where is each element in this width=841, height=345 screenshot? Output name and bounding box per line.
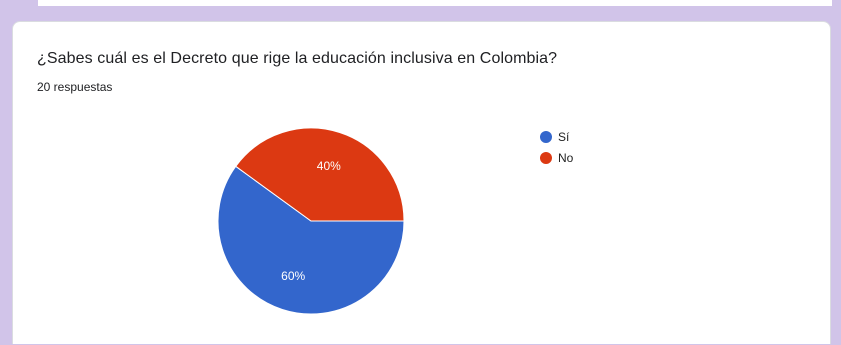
question-card: ¿Sabes cuál es el Decreto que rige la ed… xyxy=(12,21,831,344)
legend-swatch-no xyxy=(540,151,552,164)
pie-slices xyxy=(217,127,405,315)
pie-slice-no[interactable] xyxy=(235,127,405,222)
legend-item-si[interactable]: Sí xyxy=(540,126,573,147)
pie-labels: 60% 40% xyxy=(281,159,341,283)
response-count: 20 respuestas xyxy=(37,80,113,94)
legend-swatch-si xyxy=(540,130,552,143)
chart-legend: Sí No xyxy=(540,126,573,168)
legend-label-si: Sí xyxy=(558,129,570,144)
pie-label-no: 40% xyxy=(317,159,341,173)
pie-slice-si[interactable] xyxy=(217,165,405,315)
pie-label-si: 60% xyxy=(281,269,305,283)
previous-card-edge xyxy=(38,0,832,6)
question-title: ¿Sabes cuál es el Decreto que rige la ed… xyxy=(37,50,558,67)
legend-item-no[interactable]: No xyxy=(540,147,573,168)
pie-chart: 60% 40% xyxy=(217,127,405,315)
legend-label-no: No xyxy=(558,150,574,165)
